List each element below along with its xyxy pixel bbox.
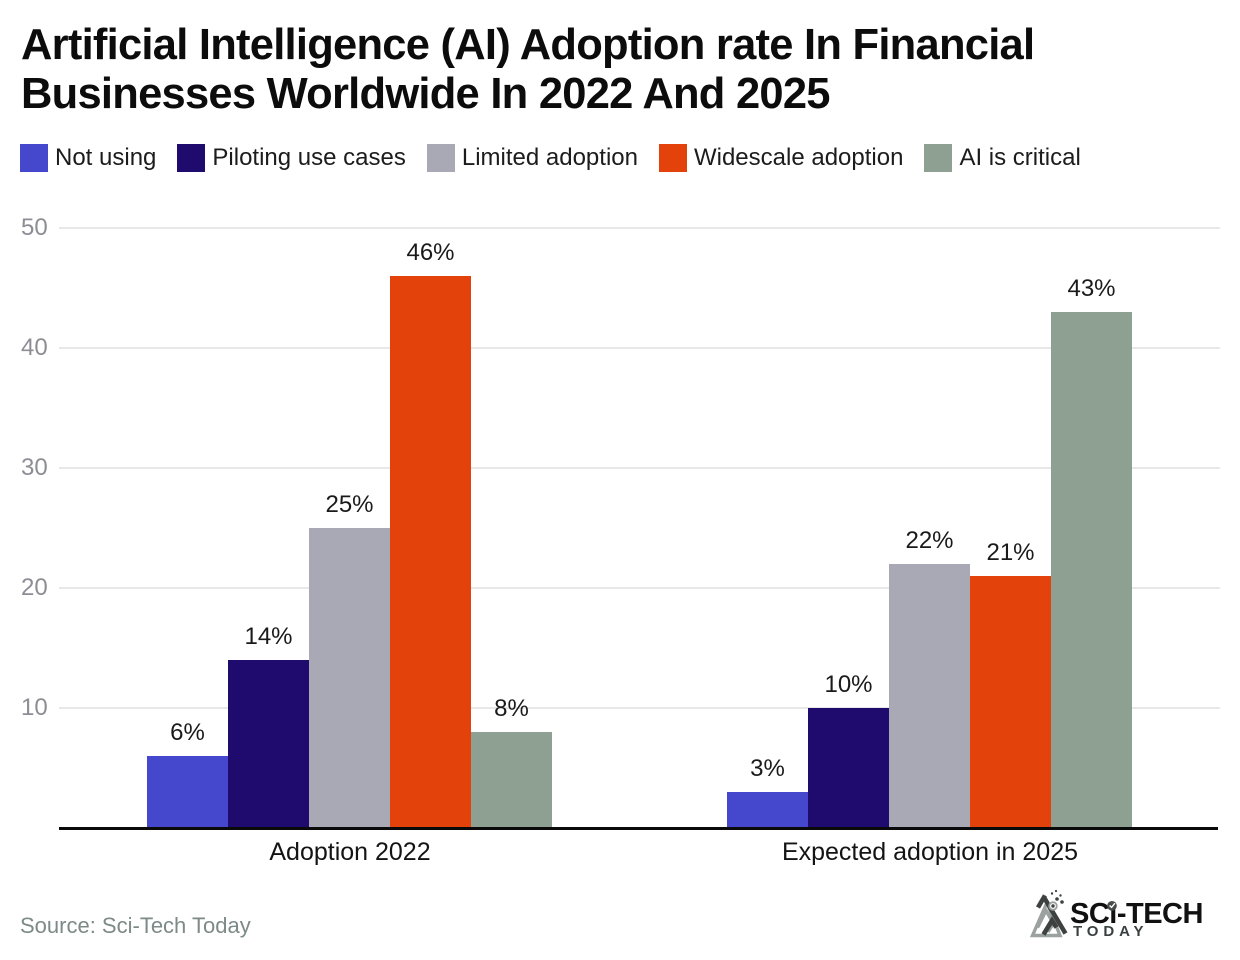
svg-text:TODAY: TODAY: [1073, 923, 1148, 940]
svg-text:SCi-TECH: SCi-TECH: [1070, 898, 1203, 930]
